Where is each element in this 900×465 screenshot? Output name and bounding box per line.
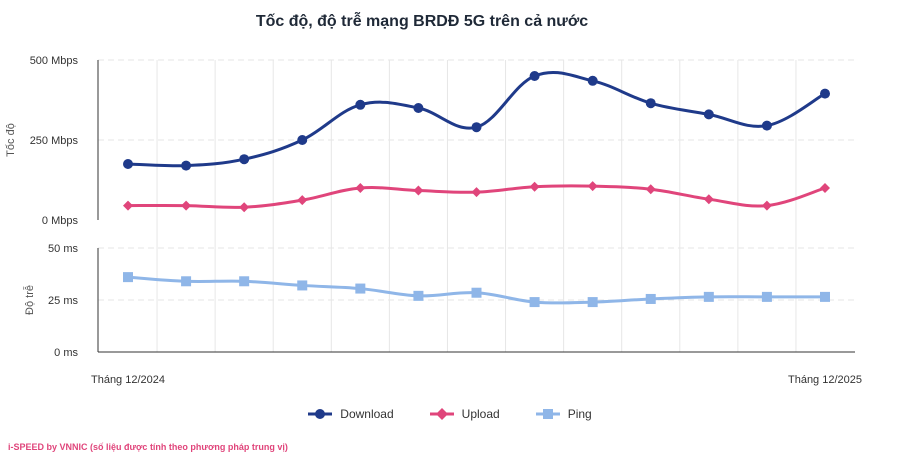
legend-item-upload[interactable]: Upload	[429, 407, 500, 421]
data-point-download[interactable]	[645, 98, 656, 109]
legend-label-ping: Ping	[567, 407, 592, 421]
data-point-upload[interactable]	[123, 200, 133, 211]
data-point-ping[interactable]	[355, 283, 366, 294]
data-point-upload[interactable]	[645, 184, 656, 195]
data-point-upload[interactable]	[703, 194, 714, 205]
data-point-ping[interactable]	[529, 297, 540, 308]
data-point-download[interactable]	[587, 75, 598, 86]
series-line-download	[126, 71, 827, 168]
data-point-upload[interactable]	[761, 200, 772, 211]
data-point-download[interactable]	[820, 88, 830, 99]
data-point-upload[interactable]	[471, 187, 482, 198]
data-point-ping[interactable]	[181, 276, 192, 287]
download-legend-symbol	[308, 409, 333, 419]
y-tick-label: 50 ms	[48, 243, 78, 255]
data-point-download[interactable]	[123, 159, 133, 169]
data-point-download[interactable]	[181, 160, 192, 171]
data-point-upload[interactable]	[239, 202, 250, 213]
data-point-download[interactable]	[703, 109, 714, 120]
ping-legend-symbol	[535, 409, 560, 419]
data-point-upload[interactable]	[413, 185, 424, 196]
y-tick-label: 0 ms	[54, 347, 78, 359]
data-point-upload[interactable]	[181, 200, 192, 211]
legend-item-download[interactable]: Download	[308, 407, 394, 421]
legend: Download Upload Ping	[0, 407, 900, 421]
data-point-download[interactable]	[355, 99, 366, 110]
data-point-download[interactable]	[297, 135, 308, 145]
y-axis-label: Tốc độ	[5, 123, 17, 157]
y-axis-label: Độ trễ	[23, 285, 36, 315]
data-point-ping[interactable]	[761, 291, 772, 302]
y-tick-label: 0 Mbps	[42, 215, 79, 227]
data-point-upload[interactable]	[820, 183, 830, 193]
grid	[98, 59, 855, 352]
data-point-upload[interactable]	[587, 181, 598, 192]
data-point-download[interactable]	[761, 120, 772, 131]
series	[123, 71, 830, 308]
data-point-download[interactable]	[413, 103, 424, 113]
data-point-download[interactable]	[239, 154, 250, 165]
legend-label-upload: Upload	[461, 407, 500, 421]
data-point-ping[interactable]	[587, 297, 598, 308]
upload-legend-symbol	[429, 408, 454, 420]
legend-item-ping[interactable]: Ping	[535, 407, 592, 421]
data-point-download[interactable]	[529, 71, 540, 81]
data-point-upload[interactable]	[529, 181, 540, 192]
x-end-label: Tháng 12/2025	[788, 374, 862, 386]
data-point-upload[interactable]	[297, 195, 308, 206]
data-point-ping[interactable]	[297, 280, 308, 291]
data-point-upload[interactable]	[355, 183, 366, 193]
data-point-ping[interactable]	[820, 291, 830, 302]
x-start-label: Tháng 12/2024	[91, 374, 165, 386]
data-point-ping[interactable]	[471, 287, 482, 298]
data-point-download[interactable]	[471, 122, 482, 133]
y-tick-label: 500 Mbps	[30, 55, 79, 67]
data-point-ping[interactable]	[239, 276, 250, 287]
data-point-ping[interactable]	[645, 293, 656, 304]
chart-title: Tốc độ, độ trễ mạng BRDĐ 5G trên cả nước	[256, 11, 588, 30]
data-point-ping[interactable]	[413, 290, 424, 301]
y-tick-label: 250 Mbps	[30, 135, 79, 147]
footer-source: i-SPEED by VNNIC (số liệu được tính theo…	[8, 442, 288, 452]
axes: 0 Mbps 250 Mbps 500 Mbps Tốc độ 0 ms 25 ms 50 …	[5, 55, 855, 359]
legend-label-download: Download	[340, 407, 394, 421]
chart: Tốc độ, độ trễ mạng BRDĐ 5G trên cả nước…	[5, 11, 862, 386]
data-point-ping[interactable]	[123, 272, 133, 283]
data-point-ping[interactable]	[703, 291, 714, 302]
y-tick-label: 25 ms	[48, 295, 78, 307]
